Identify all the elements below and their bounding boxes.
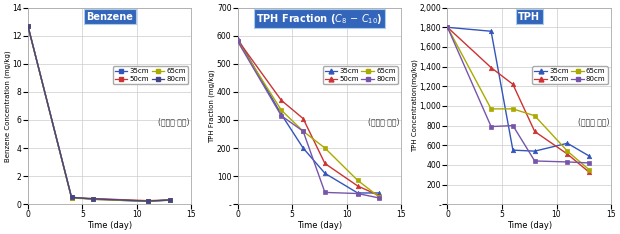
X-axis label: Time (day): Time (day) [297, 221, 342, 230]
Y-axis label: TPH Fraction (mg/kg): TPH Fraction (mg/kg) [209, 69, 215, 143]
Legend: 35cm, 50cm, 65cm, 80cm: 35cm, 50cm, 65cm, 80cm [322, 66, 398, 84]
Text: TPH: TPH [518, 12, 540, 22]
Legend: 35cm, 50cm, 65cm, 80cm: 35cm, 50cm, 65cm, 80cm [533, 66, 608, 84]
Text: (주입정 기준): (주입정 기준) [578, 118, 609, 127]
Text: (주입정 기준): (주입정 기준) [158, 118, 190, 127]
X-axis label: Time (day): Time (day) [507, 221, 552, 230]
Y-axis label: Benzene Concentration (mg/kg): Benzene Concentration (mg/kg) [4, 50, 11, 162]
Text: Benzene: Benzene [86, 12, 133, 22]
Y-axis label: TPH Concentration(mg/kg): TPH Concentration(mg/kg) [412, 59, 418, 152]
Text: (주입정 기준): (주입정 기준) [368, 118, 400, 127]
Text: TPH Fraction ($C_8$ $-$ $C_{10}$): TPH Fraction ($C_8$ $-$ $C_{10}$) [256, 12, 383, 26]
Legend: 35cm, 50cm, 65cm, 80cm: 35cm, 50cm, 65cm, 80cm [113, 66, 188, 84]
X-axis label: Time (day): Time (day) [87, 221, 132, 230]
